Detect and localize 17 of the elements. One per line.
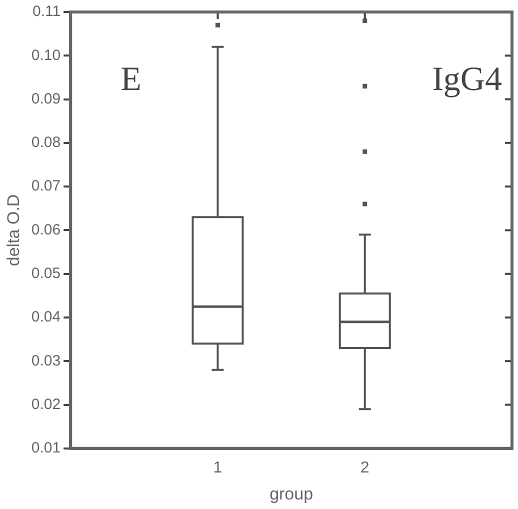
y-tick-label: 0.09 [31,90,61,108]
annotation: IgG4 [432,61,502,98]
y-axis-title: delta O.D [4,194,23,266]
x-tick-label: 1 [213,459,222,476]
y-tick-label: 0.01 [31,440,61,457]
y-tick-label: 0.07 [31,178,61,195]
y-tick-label: 0.02 [31,396,61,413]
x-axis-title: group [270,484,314,504]
y-tick-label: 0.05 [31,264,61,282]
y-tick-label: 0.03 [31,352,61,370]
y-tick-label: 0.08 [31,134,61,152]
y-tick-label: 0.11 [32,3,61,20]
annotation: E [120,61,142,98]
x-tick-label: 2 [360,459,370,476]
y-tick-label: 0.04 [31,308,61,326]
y-tick-label: 0.10 [31,46,61,64]
y-tick-label: 0.06 [31,221,61,238]
